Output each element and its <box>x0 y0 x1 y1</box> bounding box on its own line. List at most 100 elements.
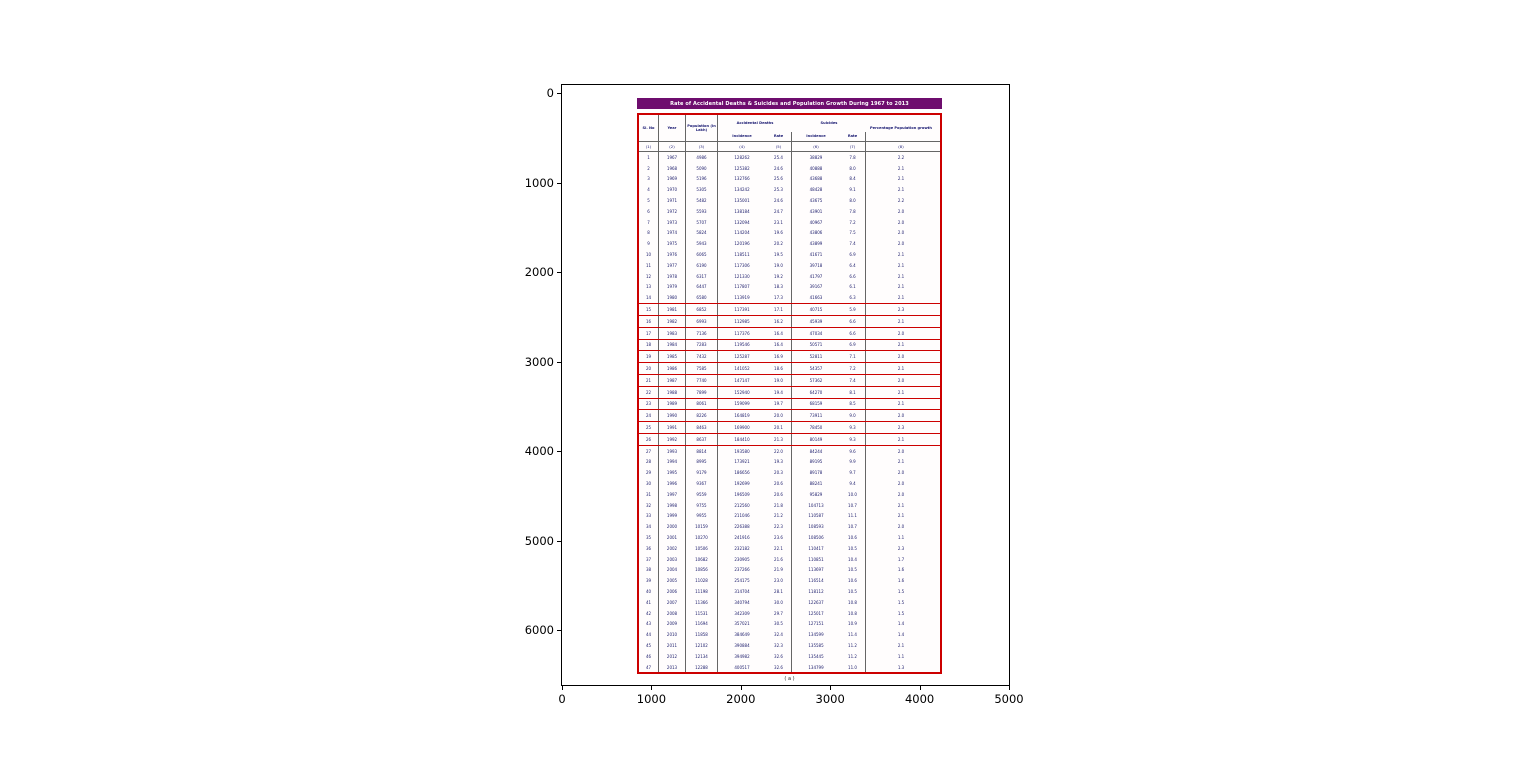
table-cell: 2010 <box>659 629 686 641</box>
table-cell: 9.7 <box>840 467 866 479</box>
table-row: 30 1996 9367 192699 20.6 88241 9.4 2.0 <box>639 478 940 489</box>
table-cell: 17 <box>639 327 659 339</box>
table-cell: 29 <box>639 467 659 479</box>
table-cell: 2.1 <box>897 436 905 442</box>
table-cell: 117391 <box>734 307 750 313</box>
table-cell: 1984 <box>659 339 686 351</box>
table-row: 45 2011 12102 390884 32.3 135585 11.2 2.1 <box>639 640 940 651</box>
x-tick <box>562 686 563 690</box>
table-row: 38 2004 10856 237266 21.9 113697 10.5 1.6 <box>639 564 940 576</box>
table-cell: 1973 <box>659 216 686 228</box>
table-cell: 6.9 <box>840 249 866 260</box>
table-cell: 9.0 <box>840 410 866 422</box>
table-cell: 19.0 <box>766 374 792 386</box>
table-cell: 11.2 <box>840 640 866 651</box>
table-cell: 8.5 <box>840 398 866 410</box>
table-cell: 119546 <box>734 342 750 348</box>
table-cell: 1986 <box>659 363 686 374</box>
table-cell: 192699 <box>734 481 750 486</box>
table-cell: 21.6 <box>766 553 792 565</box>
table-cell: 164819 <box>734 413 750 419</box>
table-cell: 11.0 <box>840 661 866 673</box>
table-cell: 1998 <box>659 499 686 511</box>
table-cell: 7.2 <box>840 216 866 228</box>
table-cell: 1979 <box>659 281 686 293</box>
table-cell: 10 <box>639 249 659 260</box>
table-cell: 110851 <box>808 556 824 562</box>
table-cell: 117376 <box>734 330 750 336</box>
table-row: 14 1980 6580 113919 17.3 41663 6.3 2.1 <box>639 292 940 304</box>
table-cell: 196509 <box>734 491 750 497</box>
table-cell: 10506 <box>686 542 718 554</box>
table-cell: 5305 <box>686 184 718 196</box>
x-tick-label: 4000 <box>904 692 935 706</box>
table-row: 22 1988 7899 152940 19.4 64270 8.1 2.1 <box>639 385 940 398</box>
table-cell: 42 <box>639 607 659 619</box>
table-cell: 11694 <box>686 618 718 630</box>
table: Sl. No Year Population (in Lakh) Acciden… <box>637 113 942 675</box>
table-cell: 237266 <box>734 567 750 573</box>
y-tick-label: 1000 <box>524 175 554 190</box>
table-cell: 113919 <box>734 295 750 301</box>
table-cell: 95829 <box>809 491 823 497</box>
table-cell: 6.1 <box>840 281 866 293</box>
table-cell: 1.6 <box>897 567 905 573</box>
table-cell: 2.0 <box>897 470 905 476</box>
table-row: 12 1978 6317 121330 19.2 41797 6.6 2.1 <box>639 270 940 282</box>
table-cell: 1969 <box>659 173 686 185</box>
table-row: 40 2006 11198 314704 28.1 118112 10.5 1.5 <box>639 586 940 597</box>
table-cell: 6852 <box>686 304 718 315</box>
table-cell: 47034 <box>809 330 823 336</box>
table-cell: 173921 <box>734 459 750 465</box>
table-cell: 8 <box>639 227 659 239</box>
table-cell: 31 <box>639 488 659 500</box>
table-cell: 120196 <box>734 241 750 247</box>
table-cell: 19.5 <box>766 249 792 260</box>
y-tick <box>557 630 561 631</box>
table-cell: 1.1 <box>897 534 905 540</box>
table-cell: 40967 <box>809 219 823 225</box>
table-cell: 11198 <box>686 586 718 597</box>
table-cell: 28.1 <box>766 586 792 597</box>
table-cell: 118112 <box>808 588 824 594</box>
header-accidental-deaths: Accidental Deaths <box>736 121 774 126</box>
table-row: 9 1975 5943 120196 20.2 43899 7.4 2.0 <box>639 238 940 250</box>
table-cell: 2.0 <box>897 377 905 383</box>
table-cell: 20.6 <box>766 488 792 500</box>
table-cell: 6.6 <box>840 270 866 282</box>
table-cell: 2.0 <box>897 491 905 497</box>
table-cell: 9955 <box>686 510 718 522</box>
table-cell: 9559 <box>686 488 718 500</box>
table-cell: 6.3 <box>840 292 866 304</box>
table-cell: 5482 <box>686 195 718 206</box>
table-body: 1 1967 4986 128262 25.4 38829 7.8 2.2 2 1968 5090 1… <box>639 152 940 673</box>
table-cell: 112985 <box>734 318 750 324</box>
table-cell: 45939 <box>809 318 823 324</box>
table-cell: 6580 <box>686 292 718 304</box>
table-cell: 1.1 <box>897 653 905 659</box>
table-cell: 8637 <box>686 433 718 445</box>
table-cell: 18 <box>639 339 659 351</box>
table-cell: 1997 <box>659 488 686 500</box>
table-cell: 41671 <box>809 252 823 258</box>
table-cell: 125382 <box>734 165 750 171</box>
table-cell: 12102 <box>686 640 718 651</box>
x-tick <box>830 686 832 690</box>
table-cell: 64270 <box>809 389 823 395</box>
table-cell: 118511 <box>734 252 750 258</box>
table-cell: 2.1 <box>897 187 905 193</box>
header-population: Population (in Lakh) <box>686 115 718 141</box>
table-cell: 22.0 <box>766 445 792 457</box>
table-cell: 9179 <box>686 467 718 479</box>
x-tick-label: 3000 <box>815 692 845 706</box>
table-cell: 24.6 <box>766 162 792 174</box>
table-cell: 19.4 <box>766 386 792 398</box>
axes: Rate of Accidental Deaths & Suicides and… <box>525 84 1024 706</box>
table-cell: 20.1 <box>766 422 792 433</box>
table-cell: 6190 <box>686 259 718 271</box>
table-cell: 10.7 <box>840 499 866 511</box>
table-cell: 1996 <box>659 478 686 489</box>
table-row: 20 1986 7585 141052 18.6 54357 7.2 2.1 <box>639 362 940 374</box>
table-cell: 11 <box>639 259 659 271</box>
table-cell: 1.3 <box>897 664 905 670</box>
